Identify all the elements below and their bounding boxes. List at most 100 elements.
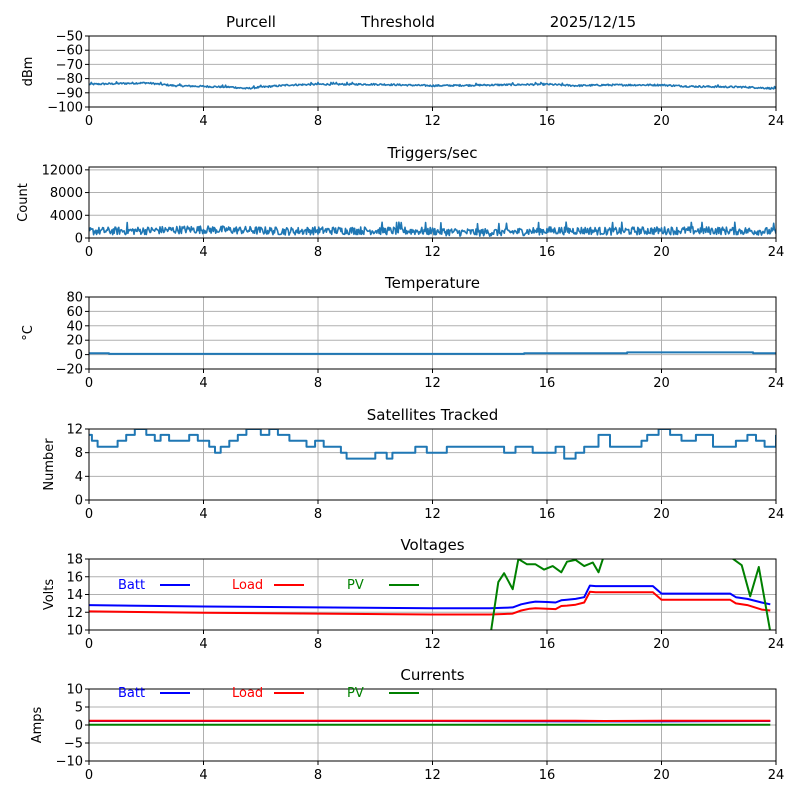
x-tick-label: 24 [768,768,785,783]
x-tick-label: 12 [424,376,441,391]
x-tick-label: 20 [653,245,670,260]
x-tick-label: 0 [85,637,93,652]
panel-title: Triggers/sec [387,144,478,162]
x-tick-label: 8 [314,768,322,783]
x-tick-label: 0 [85,245,93,260]
y-axis-label: Count [16,183,31,222]
x-tick-label: 16 [539,637,556,652]
x-tick-label: 8 [314,507,322,522]
series-group [89,81,776,90]
x-tick-label: 16 [539,376,556,391]
header-station: Purcell [226,13,276,31]
x-tick-label: 16 [539,507,556,522]
y-tick-label: −60 [56,44,83,59]
x-tick-label: 20 [653,768,670,783]
series-line-signal [89,81,776,90]
y-tick-label: −5 [64,737,83,752]
series-line-batt [89,584,771,610]
x-tick-label: 12 [424,637,441,652]
x-tick-label: 4 [199,376,207,391]
x-tick-label: 12 [424,507,441,522]
y-tick-label: 0 [75,348,83,363]
panel-title: Temperature [384,274,480,292]
x-tick-label: 4 [199,637,207,652]
y-tick-label: 4 [75,470,83,485]
y-tick-label: 12 [66,606,83,621]
series-group [89,351,776,355]
x-tick-label: 0 [85,768,93,783]
series-line-triggers [89,221,776,237]
legend-label-pv: PV [347,686,364,701]
x-tick-label: 12 [424,245,441,260]
x-tick-label: 24 [768,376,785,391]
x-tick-label: 24 [768,507,785,522]
legend-label-load: Load [232,578,263,593]
x-tick-label: 20 [653,376,670,391]
panel-currents: 0 4 8 12 16 20 24 −10 −5 0 5 10 Amps Currents Batt Load… [30,666,784,783]
x-tick-label: 16 [539,245,556,260]
y-tick-label: −70 [56,58,83,73]
x-tick-label: 8 [314,114,322,129]
x-tick-label: 20 [653,637,670,652]
y-tick-label: 20 [66,334,83,349]
x-tick-label: 20 [653,114,670,129]
y-tick-label: 5 [75,701,83,716]
panel-satellites: 0 4 8 12 16 20 24 0 4 8 12 Number Satellites Tracked [42,406,784,522]
y-tick-label: 0 [75,494,83,509]
y-tick-label: 60 [66,305,83,320]
panel-signal: 0 4 8 12 16 20 24 −100−90−80−70−60−50 dBm [21,30,784,130]
series-group [89,559,771,630]
series-line-temperature [89,351,776,355]
y-tick-label: −100 [47,101,83,116]
y-tick-label: 8000 [50,186,83,201]
x-tick-label: 8 [314,376,322,391]
legend-label-pv: PV [347,578,364,593]
x-tick-label: 8 [314,637,322,652]
y-tick-label: 8 [75,446,83,461]
y-tick-label: −50 [56,30,83,45]
series-group [89,719,771,726]
y-axis-label: Number [42,438,57,491]
x-tick-label: 20 [653,507,670,522]
x-tick-label: 24 [768,637,785,652]
y-tick-label: −20 [56,363,83,378]
x-tick-label: 4 [199,507,207,522]
y-axis-label: Volts [42,579,57,611]
x-tick-label: 8 [314,245,322,260]
y-tick-label: 12 [66,423,83,438]
x-tick-label: 4 [199,114,207,129]
panel-title: Currents [400,666,464,684]
x-tick-label: 4 [199,245,207,260]
series-line-pv [490,559,771,630]
y-tick-label: 10 [66,624,83,639]
legend-label-batt: Batt [118,686,145,701]
y-tick-label: 12000 [42,163,83,178]
y-axis-label: Amps [30,706,45,743]
y-tick-label: 16 [66,570,83,585]
series-line-load [89,590,771,616]
panel-title: Satellites Tracked [367,406,498,424]
panel-title: Voltages [400,536,464,554]
x-tick-label: 0 [85,114,93,129]
header-mode: Threshold [360,13,435,31]
y-tick-label: 18 [66,553,83,568]
panel-voltages: 0 4 8 12 16 20 24 10 12 14 16 18 Volts Voltages Batt Lo… [42,536,784,652]
x-tick-label: 0 [85,507,93,522]
y-axis-label: dBm [21,57,36,87]
series-line-satellites [89,429,776,460]
y-axis-label: °C [21,325,36,341]
y-tick-label: −10 [56,755,83,770]
legend-label-load: Load [232,686,263,701]
x-tick-label: 24 [768,114,785,129]
series-group [89,221,776,237]
y-tick-label: 40 [66,319,83,334]
y-tick-label: 10 [66,683,83,698]
y-tick-label: 0 [75,232,83,247]
x-tick-label: 16 [539,114,556,129]
x-tick-label: 4 [199,768,207,783]
y-tick-label: 80 [66,291,83,306]
y-tick-label: −90 [56,86,83,101]
y-tick-label: 4000 [50,209,83,224]
